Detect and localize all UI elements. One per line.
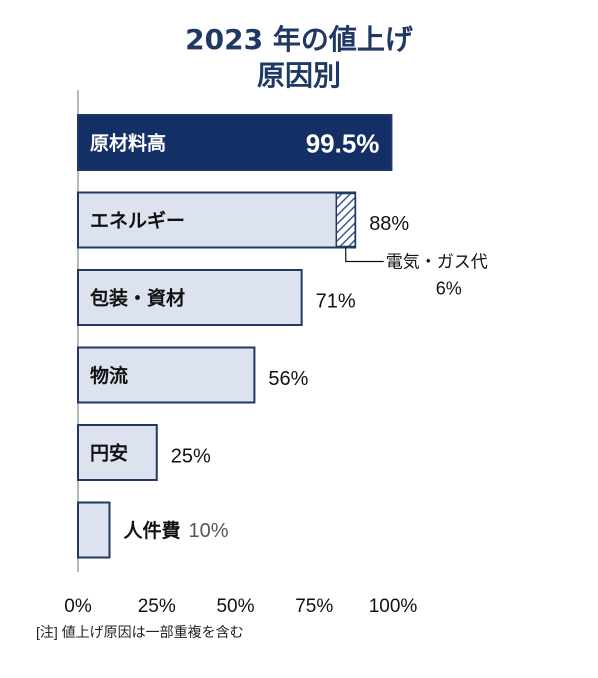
value-label-6: 10%: [189, 520, 229, 542]
bar-6: [77, 501, 111, 559]
x-tick-label-3: 50%: [216, 596, 254, 617]
sub-segment-value: 6%: [436, 279, 462, 299]
footnote: [注] 値上げ原因は一部重複を含む: [36, 624, 244, 640]
chart-title-line1: 2023 年の値上げ: [185, 23, 413, 56]
x-tick-label-4: 75%: [295, 596, 333, 617]
value-label-4: 56%: [268, 368, 308, 390]
x-tick-label-5: 100%: [369, 596, 418, 617]
sub-segment-label: 電気・ガス代: [386, 253, 488, 272]
bar-3: [77, 269, 303, 326]
bar-5: [77, 424, 158, 481]
value-label-2: 88%: [369, 213, 409, 235]
bar-2: [77, 191, 357, 249]
category-label-3: 包装・資材: [90, 287, 185, 310]
sub-segment-hatch: [335, 192, 356, 248]
sub-segment-leader: [345, 247, 384, 263]
chart-subtitle: 原因別: [256, 59, 341, 92]
category-label-1: 原材料高: [90, 132, 166, 155]
value-label-5: 25%: [171, 446, 211, 468]
category-label-5: 円安: [90, 442, 128, 465]
bar-4: [77, 346, 256, 404]
category-label-6: 人件費: [124, 519, 181, 542]
x-tick-label-2: 25%: [138, 596, 176, 617]
x-tick-label-1: 0%: [64, 596, 92, 617]
bar-1: [77, 114, 393, 171]
category-label-4: 物流: [90, 364, 128, 387]
value-label-3: 71%: [316, 291, 356, 313]
category-label-2: エネルギー: [90, 210, 185, 232]
chart-title: 2023 年の値上げ 原因別: [0, 22, 598, 94]
value-label-1: 99.5%: [306, 129, 380, 159]
